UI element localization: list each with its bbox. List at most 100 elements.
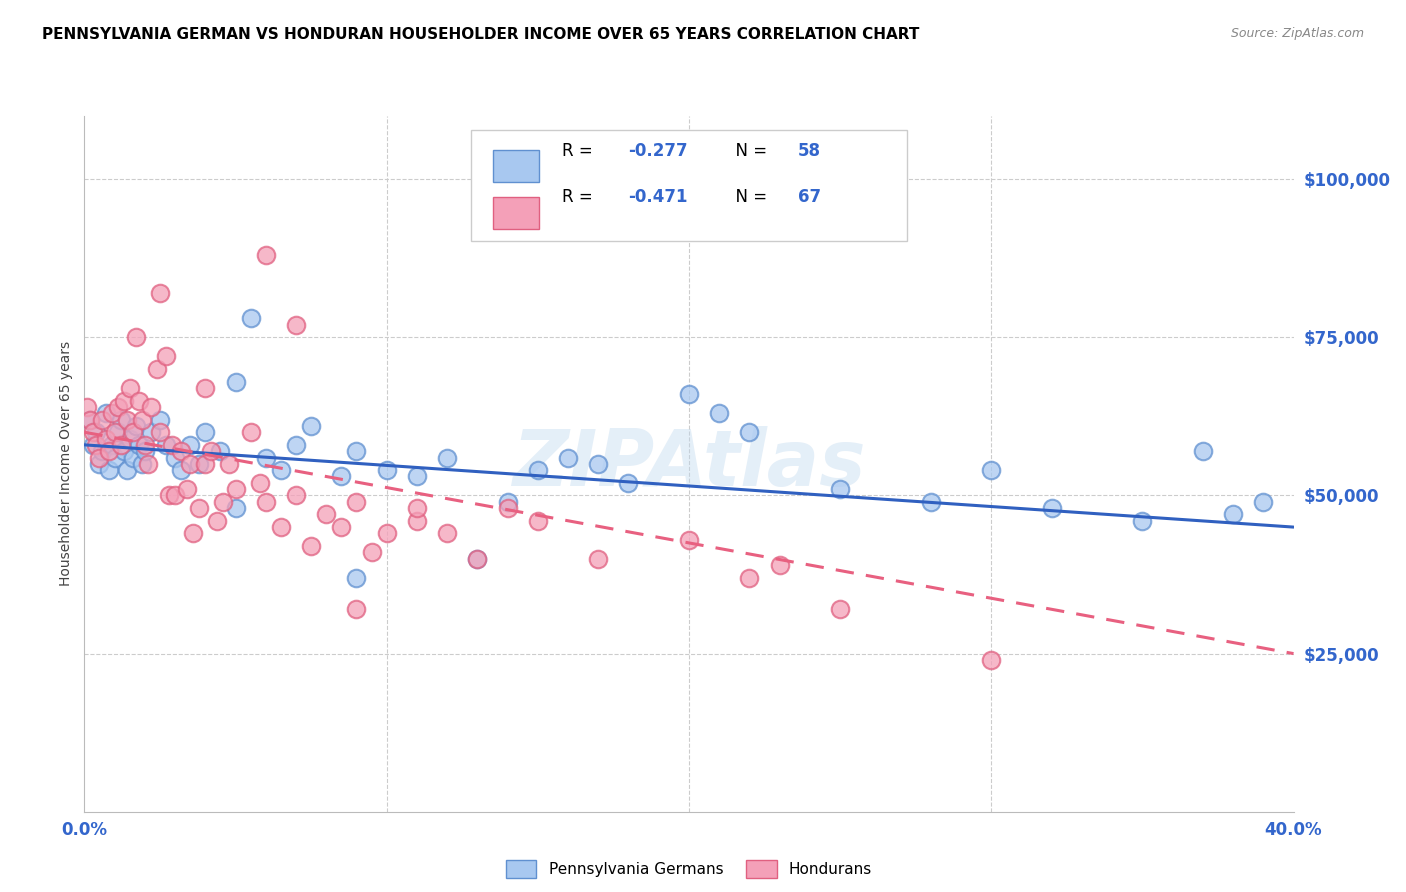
Point — [149, 412, 172, 426]
Point — [330, 520, 353, 534]
Text: -0.277: -0.277 — [628, 142, 688, 160]
Point — [980, 463, 1002, 477]
Point — [270, 463, 292, 477]
Point — [920, 495, 942, 509]
Point — [496, 495, 519, 509]
Point — [112, 444, 135, 458]
Point — [125, 418, 148, 433]
Point — [128, 438, 150, 452]
Point — [82, 425, 104, 440]
Point — [165, 450, 187, 465]
Point — [218, 457, 240, 471]
Point — [94, 406, 117, 420]
Point — [115, 463, 138, 477]
FancyBboxPatch shape — [471, 130, 907, 241]
Y-axis label: Householder Income Over 65 years: Householder Income Over 65 years — [59, 342, 73, 586]
Point — [299, 539, 322, 553]
Point — [254, 248, 277, 262]
Point — [406, 501, 429, 516]
Point — [207, 514, 229, 528]
Point — [89, 450, 111, 465]
Point — [225, 501, 247, 516]
Point — [1040, 501, 1063, 516]
Point — [121, 425, 143, 440]
Point — [179, 457, 201, 471]
Point — [179, 438, 201, 452]
Point — [406, 469, 429, 483]
Point — [136, 457, 159, 471]
Point — [1192, 444, 1215, 458]
Point — [110, 438, 132, 452]
Point — [225, 482, 247, 496]
Point — [678, 533, 700, 547]
Point — [188, 457, 211, 471]
Text: Source: ZipAtlas.com: Source: ZipAtlas.com — [1230, 27, 1364, 40]
Point — [375, 526, 398, 541]
Point — [617, 475, 640, 490]
Point — [176, 482, 198, 496]
Point — [285, 488, 308, 502]
Point — [709, 406, 731, 420]
Text: ZIPAtlas: ZIPAtlas — [512, 425, 866, 502]
Point — [86, 425, 108, 440]
Point — [830, 482, 852, 496]
Point — [212, 495, 235, 509]
Text: 67: 67 — [797, 188, 821, 206]
Point — [97, 463, 120, 477]
Point — [830, 602, 852, 616]
Point — [112, 393, 135, 408]
Point — [467, 551, 489, 566]
Point — [118, 381, 141, 395]
Point — [299, 418, 322, 433]
Point — [209, 444, 232, 458]
Point — [146, 362, 169, 376]
Point — [91, 444, 114, 458]
Point — [769, 558, 792, 572]
Point — [1253, 495, 1275, 509]
Point — [139, 400, 162, 414]
Point — [155, 438, 177, 452]
Point — [239, 311, 262, 326]
Point — [254, 450, 277, 465]
Point — [346, 444, 368, 458]
Point — [375, 463, 398, 477]
Point — [118, 432, 141, 446]
Point — [496, 501, 519, 516]
Point — [436, 526, 458, 541]
Point — [110, 412, 132, 426]
Text: 58: 58 — [797, 142, 821, 160]
Point — [346, 571, 368, 585]
Point — [89, 457, 111, 471]
Point — [100, 406, 122, 420]
Point — [239, 425, 262, 440]
Point — [346, 495, 368, 509]
Point — [1130, 514, 1153, 528]
Text: R =: R = — [562, 142, 598, 160]
Text: N =: N = — [725, 188, 772, 206]
Point — [107, 425, 129, 440]
Point — [181, 526, 204, 541]
Point — [270, 520, 292, 534]
Point — [436, 450, 458, 465]
Point — [315, 508, 337, 522]
Point — [128, 393, 150, 408]
Point — [76, 400, 98, 414]
Point — [346, 602, 368, 616]
Point — [139, 425, 162, 440]
Point — [678, 387, 700, 401]
Text: -0.471: -0.471 — [628, 188, 688, 206]
Text: PENNSYLVANIA GERMAN VS HONDURAN HOUSEHOLDER INCOME OVER 65 YEARS CORRELATION CHA: PENNSYLVANIA GERMAN VS HONDURAN HOUSEHOL… — [42, 27, 920, 42]
Point — [254, 495, 277, 509]
Point — [115, 412, 138, 426]
Point — [588, 457, 610, 471]
Point — [97, 444, 120, 458]
Point — [134, 444, 156, 458]
Point — [79, 412, 101, 426]
Point — [406, 514, 429, 528]
FancyBboxPatch shape — [494, 197, 538, 228]
Point — [131, 457, 153, 471]
Legend: Pennsylvania Germans, Hondurans: Pennsylvania Germans, Hondurans — [499, 855, 879, 884]
Point — [194, 425, 217, 440]
Point — [91, 412, 114, 426]
Point — [134, 438, 156, 452]
